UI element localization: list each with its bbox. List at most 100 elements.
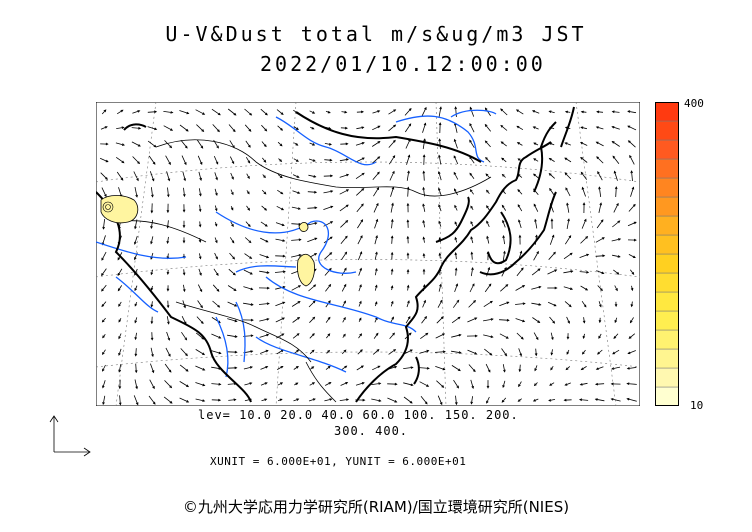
wind-vector-head	[362, 398, 366, 402]
wind-vector-head	[102, 226, 106, 230]
wind-vector-head	[376, 349, 380, 352]
wind-vector-head	[567, 320, 570, 324]
wind-vector	[597, 285, 603, 291]
wind-vector-head	[613, 170, 617, 174]
wind-vector	[291, 239, 301, 241]
wind-vector-head	[182, 193, 186, 198]
wind-vector	[181, 316, 187, 324]
wind-vector	[259, 318, 269, 322]
wind-vector	[533, 173, 539, 179]
wind-vector	[148, 155, 156, 165]
wind-vector	[437, 395, 443, 405]
wind-vector	[358, 333, 362, 339]
wind-vector	[403, 349, 413, 355]
wind-vector	[387, 397, 397, 403]
wind-vector	[324, 268, 332, 276]
wind-vector-head	[344, 365, 348, 369]
colorbar-swatch	[655, 386, 679, 406]
wind-vector	[199, 204, 201, 212]
colorbar-swatch	[655, 234, 679, 255]
wind-vector	[211, 383, 221, 385]
wind-vector-head	[134, 288, 137, 292]
wind-vector	[391, 219, 393, 229]
wind-vector-head	[474, 317, 478, 320]
wind-vector	[420, 395, 428, 405]
wind-vector-head	[442, 333, 446, 336]
wind-vector	[596, 111, 604, 113]
wind-vector	[565, 382, 571, 386]
wind-vector	[227, 318, 237, 322]
wind-vector	[534, 365, 538, 371]
wind-vector-head	[150, 304, 154, 308]
wind-vector-head	[375, 235, 378, 239]
wind-vector-head	[327, 349, 331, 353]
wind-vector-head	[564, 157, 568, 161]
wind-vector	[135, 332, 137, 340]
wind-vector-head	[200, 321, 204, 325]
wind-vector-head	[280, 127, 284, 131]
wind-vector	[358, 251, 362, 261]
wind-vector	[131, 127, 141, 129]
wind-vector	[165, 155, 171, 165]
wind-vector	[325, 382, 331, 386]
wind-vector-head	[627, 125, 631, 129]
wind-vector-head	[611, 110, 615, 114]
colorbar-swatch	[655, 310, 679, 331]
wind-vector-head	[438, 252, 442, 256]
wind-vector-head	[564, 142, 568, 145]
map-title: U-V&Dust total m/s&ug/m3 JST	[165, 22, 587, 46]
wind-vector-head	[298, 253, 302, 257]
wind-vector-head	[410, 383, 414, 387]
wind-vector-head	[568, 235, 572, 239]
wind-vector	[566, 219, 570, 229]
wind-vector	[580, 285, 588, 291]
wind-vector-head	[520, 336, 524, 340]
wind-vector	[563, 270, 573, 274]
wind-vector	[132, 156, 140, 164]
wind-vector-head	[346, 189, 350, 192]
dust-wind-map	[96, 102, 640, 406]
wind-vector-head	[102, 401, 105, 406]
wind-vector	[341, 365, 347, 371]
wind-vector	[118, 348, 122, 356]
wind-vector	[501, 141, 507, 147]
wind-vector	[454, 205, 458, 211]
wind-vector	[227, 108, 237, 116]
wind-vector	[501, 348, 507, 356]
wind-vector-head	[360, 349, 363, 352]
wind-vector-head	[610, 398, 614, 401]
wind-vector-head	[118, 386, 122, 390]
wind-vector-head	[486, 400, 489, 404]
wind-vector-head	[537, 268, 541, 272]
wind-vector-head	[516, 125, 520, 129]
wind-vector	[117, 285, 123, 291]
wind-vector	[212, 300, 220, 308]
wind-vector-head	[484, 140, 488, 144]
wind-vector	[596, 141, 604, 147]
wind-vector-head	[581, 186, 585, 190]
map-timestamp: 2022/01/10.12:00:00	[260, 52, 546, 76]
wind-vector	[116, 171, 124, 181]
wind-vector-head	[184, 162, 187, 166]
wind-vector-head	[406, 252, 410, 256]
wind-vector	[451, 334, 461, 338]
wind-vector-head	[233, 288, 237, 291]
wind-vector	[374, 219, 378, 229]
wind-vector-head	[327, 316, 331, 320]
wind-vector	[179, 110, 189, 114]
wind-vector	[276, 205, 284, 211]
wind-vector-head	[406, 269, 410, 273]
wind-vector-head	[361, 126, 365, 130]
wind-vector	[118, 187, 122, 197]
wind-vector-head	[214, 223, 218, 227]
wind-vector-head	[580, 126, 584, 130]
wind-vector	[275, 286, 285, 290]
wind-vector-head	[297, 301, 301, 304]
wind-vector	[341, 268, 347, 276]
wind-vector	[101, 301, 107, 307]
wind-vector-head	[296, 175, 300, 178]
wind-vector	[261, 124, 267, 132]
wind-vector-head	[344, 251, 348, 255]
wind-vector-head	[282, 239, 286, 242]
wind-vector	[583, 317, 585, 323]
